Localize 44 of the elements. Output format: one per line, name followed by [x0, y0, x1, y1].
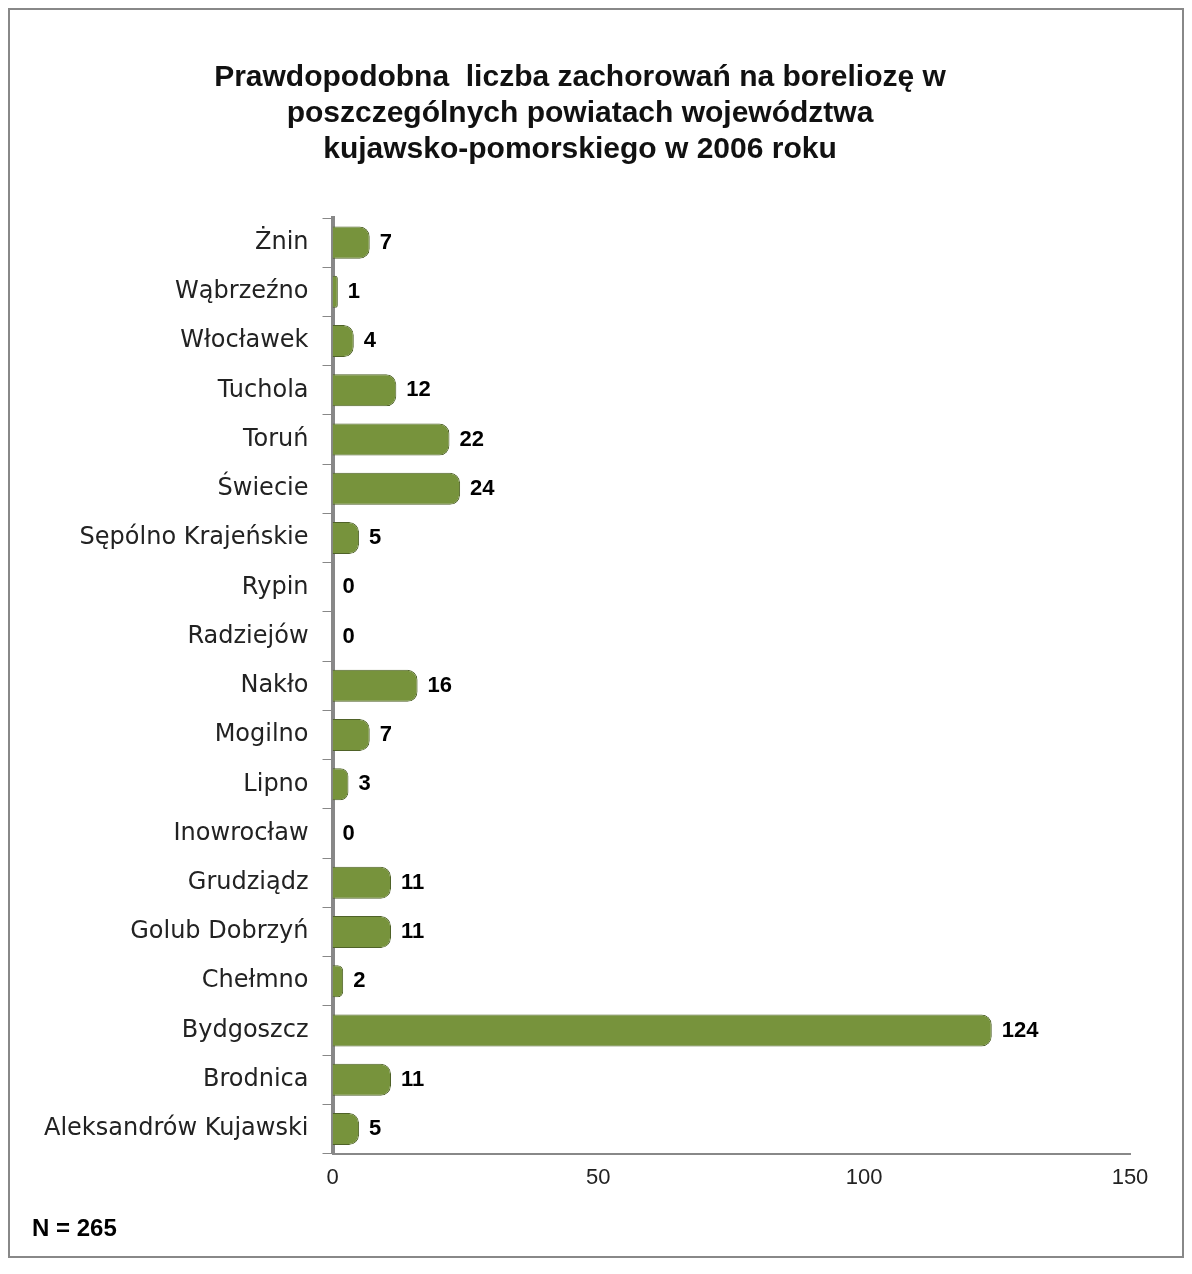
data-label: 1 — [347, 277, 361, 303]
y-tick-label: Radziejów — [187, 620, 309, 649]
y-tick-label: Grudziądz — [187, 867, 309, 895]
data-label: 2 — [353, 967, 366, 993]
data-label: 12 — [406, 376, 431, 402]
y-tick-label: Chełmno — [201, 965, 309, 994]
y-tick-label: Golub Dobrzyń — [130, 916, 309, 945]
data-label: 5 — [369, 1115, 382, 1141]
y-tick-label: Świecie — [217, 471, 309, 502]
y-tick-label: Inowrocław — [173, 817, 309, 846]
data-label: 3 — [358, 770, 371, 796]
data-label: 124 — [1001, 1016, 1040, 1042]
data-label: 22 — [459, 425, 484, 451]
y-tick-label: Sępólno Krajeńskie — [79, 522, 309, 551]
data-label: 7 — [379, 721, 392, 747]
y-tick-label: Mogilno — [214, 719, 309, 748]
y-tick-label: Brodnica — [203, 1063, 309, 1092]
y-tick-label: Wąbrzeźno — [175, 276, 309, 305]
x-tick-label: 0 — [326, 1163, 339, 1189]
x-tick-label: 150 — [1111, 1163, 1149, 1189]
y-tick-label: Lipno — [243, 768, 309, 797]
text: N = 265 — [32, 1214, 117, 1242]
y-tick-label: Tuchola — [216, 374, 309, 403]
x-tick-label: 50 — [586, 1163, 611, 1189]
data-label: 11 — [401, 868, 425, 894]
y-tick-label: Nakło — [240, 670, 309, 699]
y-tick-label: Włocławek — [180, 325, 309, 354]
data-label: 16 — [427, 671, 453, 697]
data-label: 4 — [363, 327, 377, 353]
y-tick-label: Toruń — [241, 423, 309, 452]
y-tick-label: Bydgoszcz — [181, 1014, 309, 1043]
data-label: 5 — [369, 524, 382, 550]
data-label: 11 — [401, 918, 425, 944]
data-label: 0 — [342, 622, 355, 648]
y-tick-label: Rypin — [241, 571, 309, 600]
y-tick-label: Żnin — [254, 225, 309, 255]
data-label: 24 — [470, 474, 496, 500]
x-tick-label: 100 — [845, 1163, 883, 1189]
chart-title: Prawdopodobna liczba zachorowań na boreliozę w poszczególnych powiatach województwa kujawsko-pomorskiego w 2006 roku — [214, 59, 947, 165]
y-tick-label: Aleksandrów Kujawski — [44, 1113, 309, 1142]
data-label: 11 — [401, 1065, 425, 1091]
data-label: 0 — [342, 819, 355, 845]
data-label: 7 — [379, 228, 392, 254]
data-label: 0 — [342, 573, 355, 599]
